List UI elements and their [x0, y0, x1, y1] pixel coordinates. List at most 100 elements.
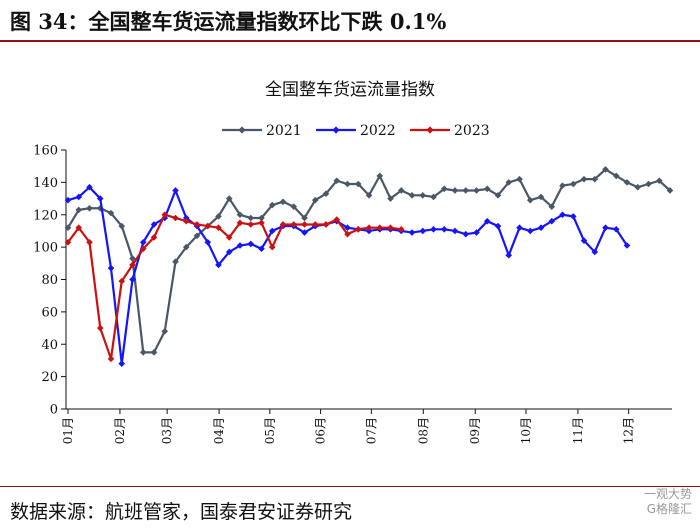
- data-point: [333, 216, 341, 223]
- data-point: [569, 213, 577, 220]
- data-point: [376, 224, 384, 231]
- data-point: [301, 214, 308, 222]
- data-point: [279, 221, 287, 228]
- data-point: [494, 222, 502, 230]
- data-point: [344, 224, 351, 231]
- data-point: [150, 349, 158, 356]
- data-point: [215, 213, 222, 220]
- data-point: [559, 182, 566, 189]
- watermark-line-2: G格隆汇: [646, 502, 692, 516]
- data-point: [516, 175, 523, 183]
- x-tick-label: 04月: [212, 417, 226, 444]
- data-point: [354, 180, 362, 188]
- data-point: [268, 243, 276, 251]
- data-point: [462, 230, 470, 238]
- data-point: [440, 226, 448, 233]
- data-point: [344, 180, 351, 188]
- data-point: [118, 360, 126, 367]
- y-tick-label: 80: [41, 273, 58, 288]
- legend-label: 2023: [454, 123, 490, 139]
- data-point: [569, 180, 577, 188]
- x-tick-label: 05月: [263, 417, 277, 444]
- data-point: [333, 177, 341, 185]
- data-point: [655, 177, 663, 185]
- x-tick-label: 02月: [113, 417, 127, 444]
- data-point: [215, 224, 222, 231]
- data-point: [150, 221, 158, 228]
- data-point: [129, 261, 136, 269]
- data-point: [322, 221, 330, 228]
- watermark: 一观大势 G格隆汇: [644, 487, 692, 517]
- data-point: [473, 187, 480, 194]
- x-tick-label: 06月: [314, 417, 328, 444]
- data-point: [139, 245, 147, 253]
- series-2022: [64, 183, 631, 367]
- data-point: [397, 226, 405, 233]
- data-point: [129, 255, 136, 262]
- data-point: [602, 224, 609, 231]
- data-point: [172, 258, 179, 265]
- data-point: [118, 222, 126, 230]
- series-2021: [64, 166, 674, 356]
- data-point: [247, 214, 255, 222]
- data-point: [451, 187, 459, 194]
- data-point: [612, 226, 620, 233]
- figure-title: 图 34：全国整车货运流量指数环比下跌 0.1%: [10, 9, 447, 34]
- data-point: [537, 224, 545, 231]
- data-point: [473, 229, 480, 236]
- data-point: [75, 193, 83, 201]
- data-point: [419, 192, 427, 199]
- data-point: [290, 221, 298, 228]
- footer-divider: [0, 486, 700, 487]
- data-point: [301, 221, 308, 228]
- x-axis: 01月 02月 03月 04月 05月 06月 07月 08月 09月 10月 11月 12月: [61, 408, 672, 444]
- data-point: [193, 232, 201, 240]
- data-point: [365, 224, 373, 231]
- data-point: [182, 217, 190, 225]
- x-tick-label: 07月: [364, 417, 378, 444]
- series-line-2022: [67, 185, 628, 364]
- y-tick-label: 0: [50, 403, 58, 418]
- data-point: [483, 185, 491, 193]
- data-point: [215, 261, 222, 269]
- data-point: [236, 211, 244, 219]
- legend-item-2021: 2021: [222, 123, 302, 139]
- data-point: [408, 192, 416, 199]
- data-point: [387, 224, 394, 231]
- y-tick-label: 60: [41, 305, 58, 320]
- legend-label: 2022: [360, 123, 396, 139]
- data-point: [322, 190, 330, 198]
- data-point: [483, 217, 491, 225]
- data-point: [236, 219, 244, 227]
- data-point: [645, 180, 652, 188]
- data-point: [666, 187, 674, 194]
- x-tick-label: 01月: [61, 417, 75, 444]
- data-point: [86, 238, 93, 246]
- data-point: [612, 172, 620, 180]
- data-point: [311, 221, 319, 228]
- data-point: [365, 192, 373, 199]
- data-point: [107, 209, 115, 217]
- data-point: [247, 221, 255, 228]
- y-tick-label: 140: [33, 176, 58, 191]
- data-point: [64, 224, 72, 231]
- y-tick-label: 20: [41, 370, 58, 385]
- data-point: [462, 187, 470, 194]
- data-point: [311, 196, 319, 204]
- data-point: [64, 196, 72, 204]
- data-point: [344, 230, 351, 238]
- chart-title: 全国整车货运流量指数: [265, 80, 435, 100]
- data-point: [258, 245, 265, 253]
- plot-area: [64, 166, 674, 367]
- data-point: [634, 183, 642, 191]
- data-point: [290, 203, 298, 210]
- data-point: [376, 172, 384, 180]
- data-point: [161, 328, 169, 335]
- legend-label: 2021: [266, 123, 302, 139]
- data-point: [602, 166, 609, 173]
- y-tick-label: 120: [33, 208, 58, 223]
- data-point: [204, 238, 212, 246]
- y-axis: 0 20 40 60 80 100 120 140 160: [33, 144, 67, 418]
- data-point: [494, 192, 502, 199]
- data-point: [387, 195, 394, 202]
